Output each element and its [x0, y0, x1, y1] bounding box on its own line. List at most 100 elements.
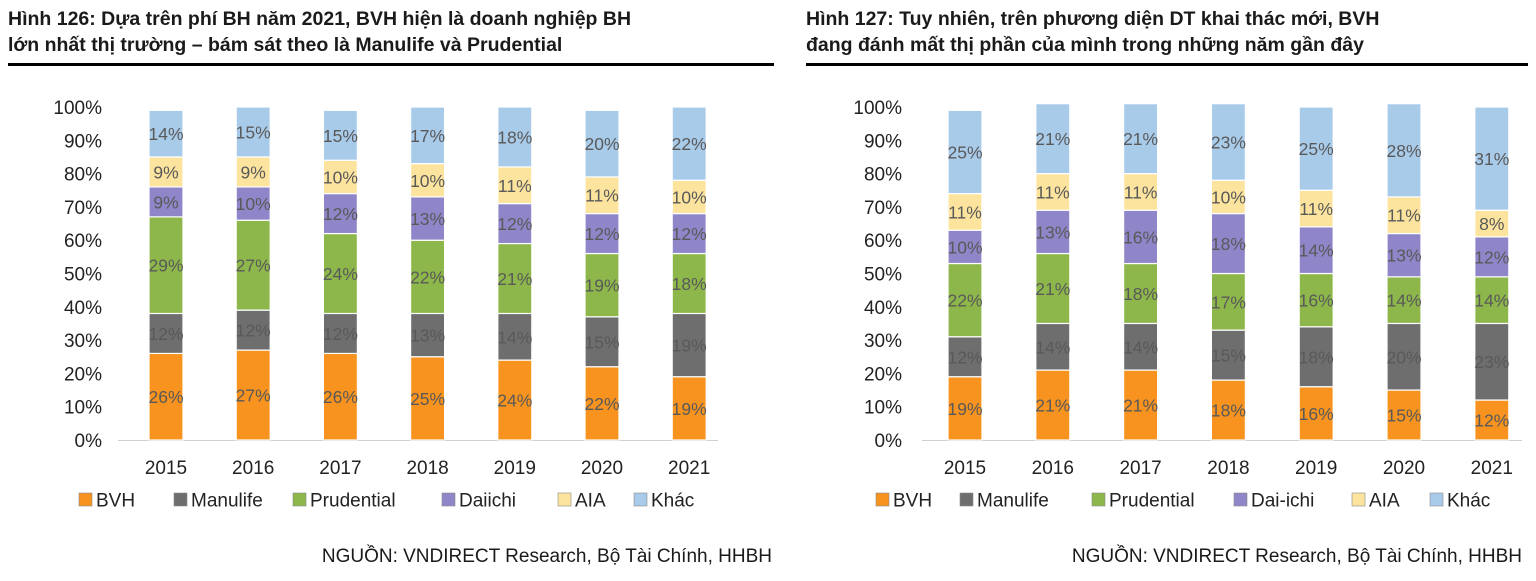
figure-title: Hình 127: Tuy nhiên, trên phương diện DT… — [806, 6, 1379, 58]
bar-segment-prudential — [497, 242, 533, 315]
data-label: 10% — [672, 187, 707, 207]
bar-segment-kh-c — [1298, 106, 1334, 191]
bar-segment-kh-c — [1386, 103, 1422, 198]
data-label: 24% — [497, 391, 532, 411]
data-label: 15% — [236, 122, 271, 142]
data-label: 25% — [1299, 139, 1334, 159]
data-label: 16% — [1123, 227, 1158, 247]
legend-label: Prudential — [310, 491, 396, 512]
figure-127-panel: Hình 127: Tuy nhiên, trên phương diện DT… — [800, 0, 1536, 581]
bar-segment-daiichi — [235, 186, 271, 221]
data-label: 13% — [1386, 246, 1421, 266]
bar-segment-bvh — [235, 349, 271, 441]
bar-stack-2018: 25% 13% 22% 13% 10% 17% — [410, 106, 446, 441]
x-tick-label: 2016 — [1032, 458, 1074, 479]
legend-label: Manulife — [977, 491, 1049, 512]
bar-segment-aia — [410, 163, 446, 198]
data-label: 11% — [1124, 182, 1158, 202]
bar-segment-aia — [148, 156, 184, 188]
bar-segment-manulife — [497, 312, 533, 361]
data-label: 10% — [410, 171, 445, 191]
data-label: 21% — [1035, 129, 1070, 149]
bar-segment-kh-c — [410, 106, 446, 165]
data-label: 11% — [1299, 199, 1333, 219]
data-label: 11% — [948, 202, 982, 222]
bar-stack-2021: 12% 23% 14% 12% 8% 31% — [1474, 106, 1510, 441]
data-label: 22% — [410, 267, 445, 287]
x-tick-label: 2021 — [1471, 458, 1513, 479]
y-tick-label: 100% — [853, 98, 902, 119]
data-label: 14% — [148, 124, 183, 144]
bar-stack-2020: 15% 20% 14% 13% 11% 28% — [1386, 103, 1422, 441]
bar-segment-bvh — [497, 359, 533, 441]
bar-segment-prudential — [1386, 276, 1422, 325]
stacked-bar-chart-127: 0% 10% 20% 30% 40% 50% 60% 70% 80% 90% 100% 19% 12% 2… — [853, 98, 1522, 512]
bar-segment-manulife — [1386, 322, 1422, 391]
data-label: 12% — [947, 347, 982, 367]
x-tick-label: 2015 — [145, 458, 187, 479]
legend-label: BVH — [893, 491, 932, 512]
legend-label: Daiichi — [459, 491, 516, 512]
bar-segment-dai-ichi — [1210, 212, 1246, 275]
figure-title: Hình 126: Dựa trên phí BH năm 2021, BVH … — [8, 6, 631, 58]
bar-segment-kh-c — [235, 106, 271, 158]
data-label: 22% — [672, 134, 707, 154]
title-divider — [8, 63, 774, 66]
data-label: 23% — [1474, 352, 1509, 372]
data-label: 24% — [323, 264, 358, 284]
data-label: 14% — [1123, 337, 1158, 357]
data-label: 21% — [1035, 396, 1070, 416]
y-tick-label: 10% — [64, 398, 102, 419]
bar-segment-bvh — [410, 356, 446, 441]
data-label: 21% — [1123, 129, 1158, 149]
legend-label: Manulife — [191, 491, 263, 512]
data-label: 15% — [1386, 406, 1421, 426]
data-label: 10% — [236, 194, 271, 214]
bar-segment-manulife — [584, 316, 620, 368]
bar-stack-2017: 26% 12% 24% 12% 10% 15% — [322, 109, 358, 441]
bar-segment-prudential — [1298, 272, 1334, 328]
figure-title-line-2: đang đánh mất thị phần của mình trong nh… — [806, 34, 1364, 56]
legend-swatch — [441, 492, 456, 507]
legend-label: AIA — [1369, 491, 1400, 512]
data-label: 19% — [672, 336, 707, 356]
data-label: 8% — [1479, 214, 1504, 234]
x-tick-label: 2017 — [319, 458, 361, 479]
data-label: 20% — [584, 134, 619, 154]
legend-swatch — [875, 492, 890, 507]
bar-segment-kh-c — [671, 106, 707, 181]
bar-segment-aia — [947, 192, 983, 231]
bar-segment-kh-c — [584, 109, 620, 178]
data-label: 19% — [584, 276, 619, 296]
data-label: 18% — [1123, 284, 1158, 304]
data-label: 22% — [584, 394, 619, 414]
bar-segment-bvh — [1386, 389, 1422, 441]
legend-swatch — [1091, 492, 1106, 507]
data-label: 13% — [1035, 222, 1070, 242]
legend-swatch — [959, 492, 974, 507]
figure-title-line-1: Hình 127: Tuy nhiên, trên phương diện DT… — [806, 8, 1380, 30]
bar-segment-daiichi — [410, 196, 446, 241]
data-label: 13% — [410, 326, 445, 346]
data-label: 21% — [1035, 279, 1070, 299]
figure-title-line-2: lớn nhất thị trường – bám sát theo là Ma… — [8, 34, 563, 56]
legend-swatch — [1429, 492, 1444, 507]
data-label: 27% — [236, 256, 271, 276]
data-label: 14% — [1386, 291, 1421, 311]
x-tick-label: 2020 — [581, 458, 623, 479]
bar-segment-bvh — [1298, 386, 1334, 441]
data-label: 12% — [323, 204, 358, 224]
title-divider — [806, 63, 1528, 66]
bar-stack-2018: 18% 15% 17% 18% 10% 23% — [1210, 103, 1246, 441]
data-label: 12% — [497, 214, 532, 234]
legend-label: Prudential — [1109, 491, 1195, 512]
bar-segment-daiichi — [497, 202, 533, 245]
bar-segment-kh-c — [1474, 106, 1510, 211]
legend-swatch — [78, 492, 93, 507]
data-label: 27% — [236, 386, 271, 406]
bar-stack-2016: 21% 14% 21% 13% 11% 21% — [1035, 103, 1071, 441]
data-label: 19% — [947, 399, 982, 419]
data-label: 14% — [1299, 241, 1334, 261]
x-tick-label: 2017 — [1119, 458, 1161, 479]
bar-stack-2017: 21% 14% 18% 16% 11% 21% — [1123, 103, 1159, 441]
